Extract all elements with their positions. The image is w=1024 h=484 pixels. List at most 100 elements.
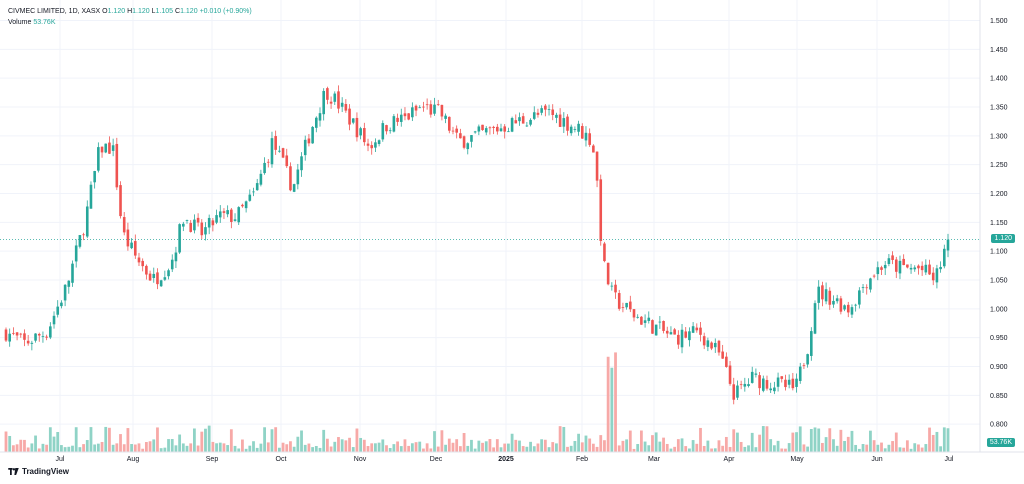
candle-body (721, 351, 724, 359)
volume-bar (691, 440, 695, 452)
volume-bar (680, 438, 684, 452)
candle-body (787, 379, 791, 385)
candle-body (447, 116, 451, 131)
candle-body (422, 106, 425, 108)
volume-bar (41, 443, 45, 452)
candle (266, 159, 270, 168)
volume-bar (122, 444, 126, 452)
candle (60, 300, 63, 309)
candle-body (159, 280, 163, 287)
candle-body (230, 209, 233, 222)
time-axis[interactable]: Jul Aug Sep Oct Nov Dec 2025 Feb Mar Apr May Jun Jul (56, 456, 954, 463)
volume-bar (850, 430, 854, 452)
volume-label[interactable]: Volume (8, 19, 32, 26)
candle-body (436, 104, 440, 106)
volume-bar (15, 444, 19, 452)
candle-body (433, 104, 436, 114)
candle (643, 314, 647, 328)
candle-body (170, 259, 174, 270)
volume-bar (215, 443, 218, 452)
candle-body (525, 125, 529, 127)
symbol-title[interactable]: CIVMEC LIMITED, 1D, XASX (8, 8, 101, 15)
candle-body (115, 143, 119, 188)
candle-body (924, 264, 928, 273)
candle-body (902, 258, 905, 266)
candle (736, 380, 739, 400)
price-tick-label: 1.200 (990, 191, 1008, 198)
time-tick-label: May (790, 456, 804, 463)
candle-body (152, 273, 156, 279)
volume-bar (111, 444, 115, 452)
candle-body (584, 132, 588, 141)
volume-bar (928, 427, 931, 452)
candle-body (122, 217, 126, 233)
candle-body (691, 326, 695, 333)
candle-body (26, 340, 30, 344)
candle (370, 141, 374, 155)
volume-bar (229, 429, 233, 452)
candle (758, 371, 761, 395)
volume-bar (185, 445, 189, 452)
candle-body (237, 207, 241, 223)
candle (677, 330, 680, 349)
candle-body (569, 126, 573, 134)
volume-bar (673, 446, 677, 452)
candle (876, 261, 880, 281)
candle (776, 372, 780, 392)
volume-bar (152, 439, 156, 452)
candle-body (207, 217, 211, 228)
volume-bar (314, 445, 318, 452)
candle (806, 353, 809, 368)
candle (351, 118, 355, 125)
candle-body (41, 336, 45, 337)
candle (318, 107, 322, 127)
candle (285, 148, 289, 169)
volume-bar (144, 442, 148, 452)
volume-bar (905, 440, 909, 452)
volume-bar (710, 448, 713, 452)
candle-body (725, 356, 728, 367)
candle (300, 152, 303, 177)
volume-bar (632, 448, 636, 452)
candle-body (215, 215, 218, 223)
candle-body (241, 204, 244, 207)
candle-body (536, 112, 540, 115)
volume-bar (181, 443, 185, 452)
candle-body (547, 109, 551, 110)
candle (614, 279, 617, 299)
candle (784, 374, 787, 391)
candle-body (370, 145, 374, 149)
volume-bar (739, 441, 743, 452)
candle (846, 301, 850, 318)
candle-body (514, 120, 518, 124)
candle (499, 123, 503, 132)
candle-body (629, 301, 632, 310)
candle-body (817, 286, 821, 303)
tradingview-logo[interactable]: TradingView (8, 467, 69, 476)
candle (573, 126, 577, 133)
volume-bar (344, 440, 348, 452)
candle-body (747, 384, 750, 387)
volume-bar (843, 440, 846, 452)
candle-body (854, 304, 857, 306)
volume-bar (558, 426, 562, 452)
candle-body (647, 317, 651, 321)
volume-bar (34, 435, 37, 452)
volume-bar (307, 443, 311, 452)
volume-bar (56, 432, 60, 452)
volume-bar (514, 439, 518, 452)
low-label: L (151, 8, 156, 15)
candle (289, 162, 292, 192)
candle-body (185, 220, 189, 221)
volume-bar (861, 444, 865, 452)
candle (37, 332, 41, 342)
volume-bar (617, 445, 621, 452)
candle-body (4, 329, 8, 341)
price-axis[interactable]: 1.500 1.450 1.400 1.350 1.300 1.250 1.200 1.150… (990, 18, 1008, 429)
candle-body (761, 378, 765, 391)
volume-bar (329, 446, 333, 452)
candle-body (74, 245, 78, 262)
candle (237, 206, 241, 225)
candle (872, 274, 876, 279)
